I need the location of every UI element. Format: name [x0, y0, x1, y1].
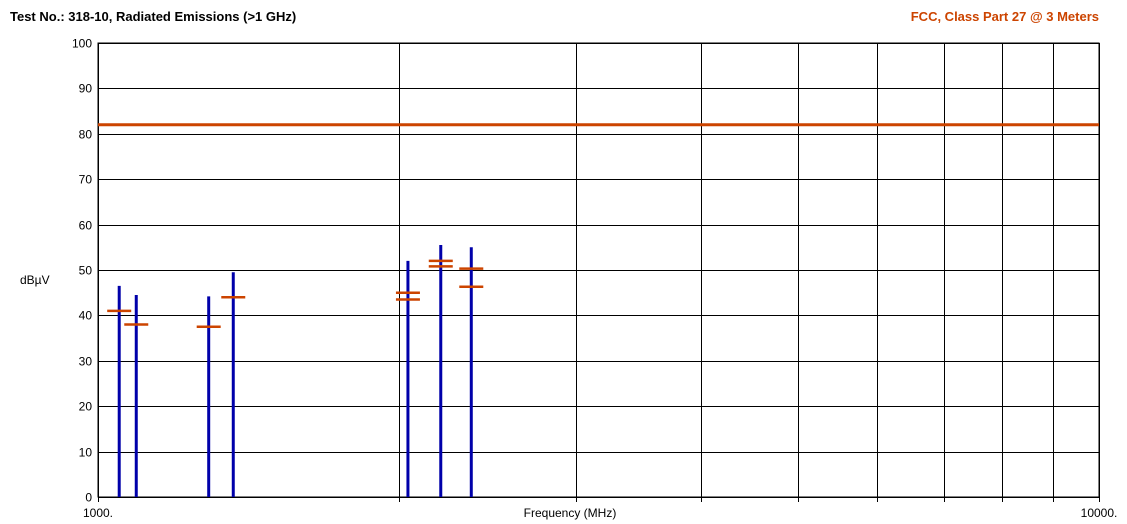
y-tick-label: 30 [79, 355, 93, 369]
y-tick-label: 100 [72, 37, 92, 51]
y-tick-label: 80 [79, 128, 93, 142]
chart-title: Test No.: 318-10, Radiated Emissions (>1… [10, 9, 297, 24]
y-tick-label: 40 [79, 309, 93, 323]
grid [97, 42, 1100, 502]
y-tick-label: 60 [79, 219, 93, 233]
y-tick-label: 50 [79, 264, 93, 278]
x-axis-label: Frequency (MHz) [524, 506, 617, 520]
x-tick-label: 10000. [1081, 506, 1118, 520]
y-tick-label: 10 [79, 446, 93, 460]
y-axis-label: dBµV [20, 273, 50, 287]
y-tick-label: 20 [79, 400, 93, 414]
y-tick-label: 0 [85, 491, 92, 505]
plot-marks [98, 123, 1099, 497]
x-tick-label: 1000. [83, 506, 113, 520]
axis-labels: dBµV Frequency (MHz) 0 10 20 30 40 50 60 70 80 90… [20, 37, 1117, 521]
limit-title: FCC, Class Part 27 @ 3 Meters [910, 9, 1099, 24]
y-tick-label: 90 [79, 82, 93, 96]
y-tick-label: 70 [79, 173, 93, 187]
